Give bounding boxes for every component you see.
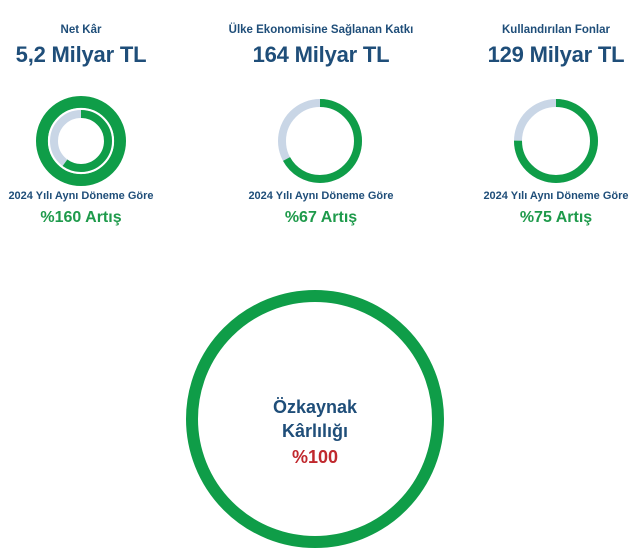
equity-profitability-panel: Özkaynak Kârlılığı %100 <box>185 289 445 549</box>
kpi-value: 164 Milyar TL <box>252 42 390 67</box>
kpi-comparison: 2024 Yılı Aynı Döneme Göre <box>248 190 394 202</box>
double-donut-chart-icon <box>36 96 126 186</box>
kpi-change: %160 Artış <box>40 209 122 226</box>
kpi-change: %75 Artış <box>519 209 593 226</box>
kpi-value: 129 Milyar TL <box>487 42 625 67</box>
donut-chart-icon <box>278 99 362 183</box>
highlight-label-line1: Özkaynak <box>272 397 358 417</box>
kpi-value: 5,2 Milyar TL <box>15 42 147 67</box>
kpi-comparison: 2024 Yılı Aynı Döneme Göre <box>483 190 629 202</box>
kpi-title: Ülke Ekonomisine Sağlanan Katkı <box>228 24 414 36</box>
kpi-change: %67 Artış <box>284 209 358 226</box>
kpi-title: Kullandırılan Fonlar <box>502 24 610 36</box>
kpi-comparison: 2024 Yılı Aynı Döneme Göre <box>8 190 154 202</box>
equity-profitability-ring-icon <box>186 290 444 548</box>
donut-chart-icon <box>514 99 598 183</box>
highlight-value: %100 <box>291 447 339 467</box>
highlight-label-line2: Kârlılığı <box>281 421 348 441</box>
kpi-title: Net Kâr <box>60 24 102 36</box>
